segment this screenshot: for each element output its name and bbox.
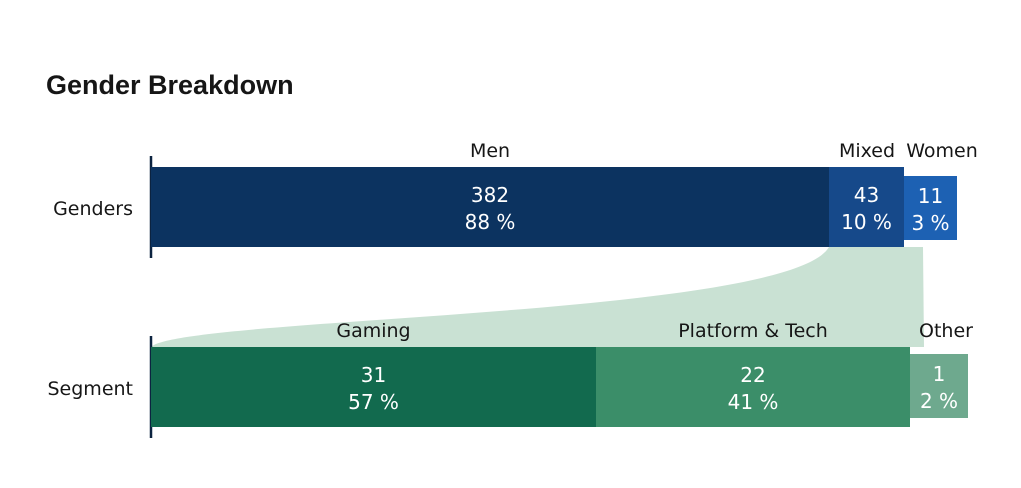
segment-count-women: 11 xyxy=(918,184,943,208)
segment-name-mixed: Mixed xyxy=(839,140,895,162)
bar-segment-women xyxy=(904,176,957,240)
segment-percent-mixed: 10 % xyxy=(841,210,892,234)
segment-name-men: Men xyxy=(470,140,510,162)
chart-title: Gender Breakdown xyxy=(46,70,294,100)
segment-percent-gaming: 57 % xyxy=(348,390,399,414)
segment-name-women: Women xyxy=(906,140,978,162)
segment-name-other: Other xyxy=(919,320,973,342)
segment-name-platform-tech: Platform & Tech xyxy=(678,320,828,342)
segment-count-gaming: 31 xyxy=(361,363,386,387)
breakdown-connector xyxy=(151,247,924,347)
segment-name-gaming: Gaming xyxy=(336,320,410,342)
bar-segment-mixed xyxy=(829,167,904,247)
segment-percent-other: 2 % xyxy=(920,389,958,413)
bar-segment-men xyxy=(151,167,829,247)
row-label-segment: Segment xyxy=(48,378,134,400)
segment-count-platform-tech: 22 xyxy=(740,363,765,387)
segment-count-mixed: 43 xyxy=(854,183,879,207)
bar-segment-platform-tech xyxy=(596,347,910,427)
bar-segment-gaming xyxy=(151,347,596,427)
row-label-genders: Genders xyxy=(53,198,133,220)
segment-count-men: 382 xyxy=(471,183,509,207)
segment-percent-platform-tech: 41 % xyxy=(728,390,779,414)
bar-segment-other xyxy=(910,354,968,418)
segment-percent-men: 88 % xyxy=(465,210,516,234)
segment-percent-women: 3 % xyxy=(911,211,949,235)
segment-count-other: 1 xyxy=(933,362,946,386)
